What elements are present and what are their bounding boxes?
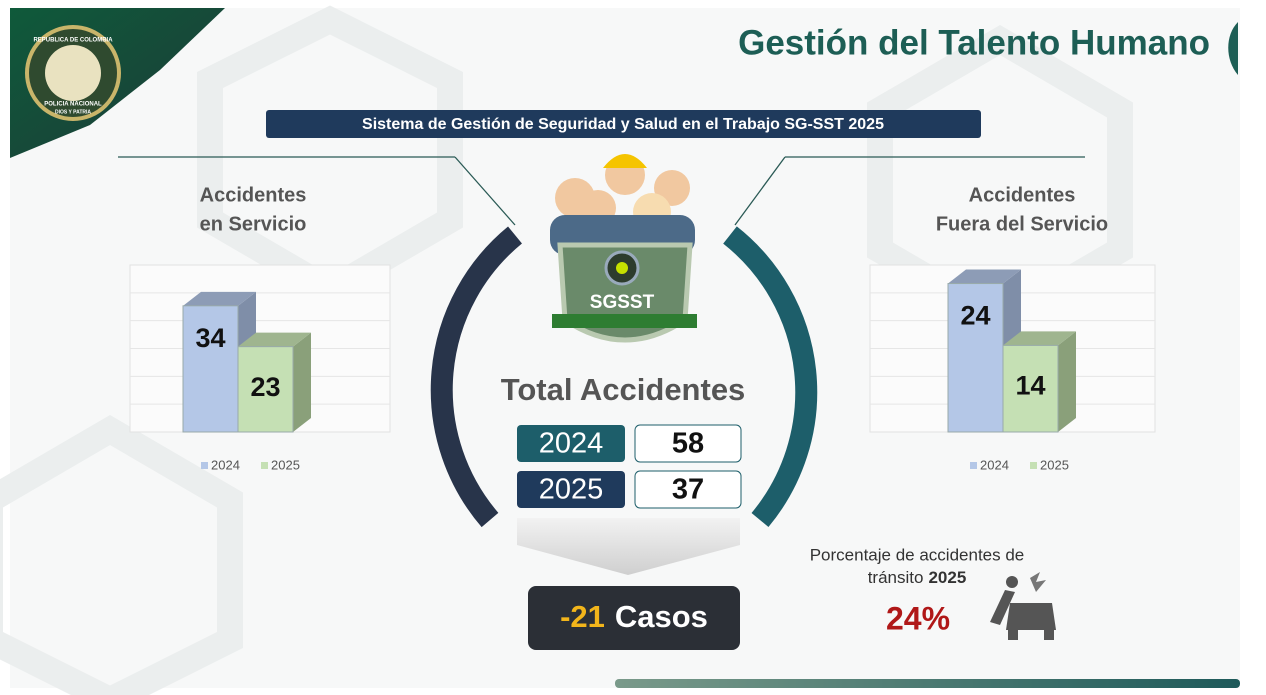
difference-box	[528, 586, 740, 650]
arc-right	[723, 226, 818, 528]
sgsst-illustration: SGSST	[550, 154, 697, 343]
legend-label: 2025	[1040, 457, 1069, 472]
difference: -21 Casos	[560, 599, 708, 634]
emblem-text: DIOS Y PATRIA	[55, 109, 91, 115]
bar-top	[1003, 331, 1076, 346]
chart-title: Accidentes	[969, 184, 1076, 206]
rule	[734, 156, 786, 226]
bar-top	[183, 291, 256, 306]
bar-value-label: 34	[195, 323, 225, 353]
bar-chart: Accidentes en Servicio 34 2024 23 2025	[129, 184, 391, 472]
total-value: 37	[672, 474, 704, 506]
bar-value-label: 14	[1015, 371, 1045, 401]
arc-left	[430, 226, 522, 528]
total-title: Total Accidentes	[501, 372, 746, 407]
bar-top	[238, 332, 311, 347]
year-box	[517, 471, 625, 508]
bar-side	[293, 332, 311, 432]
difference-value: -21	[560, 599, 605, 634]
title-ornament	[1228, 22, 1238, 75]
value-box	[634, 424, 742, 463]
year-box	[517, 425, 625, 462]
down-arrow	[517, 518, 740, 575]
bar-chart: Accidentes Fuera del Servicio 24 2024 14 2025	[869, 184, 1156, 472]
emblem-text: POLICIA NACIONAL	[44, 102, 102, 108]
bar-side	[1058, 331, 1076, 432]
legend-swatch	[261, 462, 268, 469]
chart-title: en Servicio	[200, 213, 307, 235]
year-label: 2025	[539, 474, 604, 506]
bar-value-label: 24	[960, 301, 990, 331]
value-box	[634, 470, 742, 509]
emblem-center	[45, 45, 101, 101]
legend-swatch	[1030, 462, 1037, 469]
total-value: 58	[672, 428, 704, 460]
emblem-text: REPUBLICA DE COLOMBIA	[33, 38, 113, 44]
traffic-caption-text: tránsito	[868, 568, 924, 587]
subtitle-banner	[266, 110, 981, 138]
bar-value-label: 23	[250, 372, 280, 402]
bar	[1002, 344, 1059, 433]
legend-swatch	[970, 462, 977, 469]
bar	[182, 305, 239, 433]
page-title: Gestión del Talento Humano	[738, 23, 1210, 62]
chart-title: Fuera del Servicio	[936, 213, 1108, 235]
traffic-caption: tránsito 2025	[868, 568, 967, 587]
year-label: 2024	[539, 428, 604, 460]
bar-top	[948, 269, 1021, 284]
difference-label: Casos	[615, 599, 708, 634]
legend-swatch	[201, 462, 208, 469]
legend-label: 2024	[980, 457, 1009, 472]
chart-title: Accidentes	[200, 184, 307, 206]
footer-bar	[615, 679, 1240, 688]
subtitle: Sistema de Gestión de Seguridad y Salud …	[362, 116, 884, 133]
accident-icon	[990, 572, 1056, 640]
legend-label: 2024	[211, 457, 240, 472]
traffic-percent: 24%	[886, 600, 950, 636]
bar	[947, 283, 1004, 433]
rule	[454, 156, 516, 226]
bar	[237, 346, 294, 433]
badge-text: SGSST	[590, 292, 655, 313]
traffic-year: 2025	[928, 568, 966, 587]
legend-label: 2025	[271, 457, 300, 472]
traffic-caption: Porcentaje de accidentes de	[810, 545, 1025, 564]
